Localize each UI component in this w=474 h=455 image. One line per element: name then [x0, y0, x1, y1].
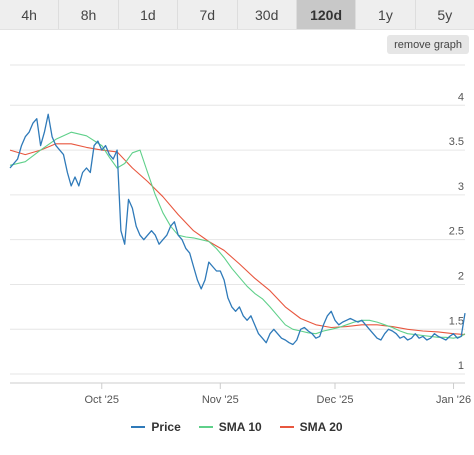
price-chart: 1 1.5 2 2.5 3 3.5 4 Oct '25 Nov '25 Dec '25 Jan '2…: [9, 64, 471, 406]
legend-label: SMA 10: [218, 420, 262, 434]
tab-label: 1y: [378, 6, 393, 23]
y-tick-label: 1: [458, 360, 464, 372]
legend-swatch: [279, 426, 294, 428]
legend-label: SMA 20: [299, 420, 343, 434]
x-tick-label: Oct '25: [85, 394, 120, 406]
timeframe-tabs: 4h 8h 1d 7d 30d 120d 1y 5y: [0, 0, 474, 30]
tab-label: 4h: [21, 6, 37, 23]
y-tick-label: 2.5: [449, 226, 464, 238]
series-line-sma-20: [9, 143, 466, 336]
tab-label: 1d: [140, 6, 156, 23]
series-line-sma-10: [9, 131, 466, 339]
x-tick-label: Nov '25: [202, 394, 239, 406]
tab-30d[interactable]: 30d: [237, 0, 297, 29]
y-tick-label: 3.5: [449, 136, 464, 148]
x-tick-label: Jan '26: [436, 394, 471, 406]
tab-5y[interactable]: 5y: [415, 0, 474, 29]
tab-8h[interactable]: 8h: [59, 0, 119, 29]
legend-item[interactable]: SMA 20: [279, 420, 343, 434]
tab-120d[interactable]: 120d: [296, 0, 357, 29]
legend-swatch: [198, 426, 213, 428]
y-tick-label: 3: [458, 181, 464, 193]
legend-item[interactable]: Price: [131, 420, 181, 434]
x-tick-label: Dec '25: [317, 394, 354, 406]
tab-label: 8h: [80, 6, 97, 23]
legend-swatch: [131, 426, 146, 428]
tab-label: 30d: [255, 6, 279, 23]
tab-label: 5y: [437, 6, 453, 23]
tab-label: 7d: [199, 6, 216, 23]
legend-item[interactable]: SMA 10: [198, 420, 262, 434]
remove-graph-button[interactable]: remove graph: [387, 35, 469, 54]
y-tick-label: 1.5: [449, 315, 464, 327]
tab-1d[interactable]: 1d: [118, 0, 179, 29]
chart-legend: Price SMA 10 SMA 20: [0, 420, 474, 434]
tab-4h[interactable]: 4h: [0, 0, 60, 29]
tab-label: 120d: [310, 6, 343, 23]
legend-label: Price: [151, 420, 181, 434]
tab-7d[interactable]: 7d: [178, 0, 238, 29]
series-line-price: [9, 113, 466, 346]
remove-graph-label: remove graph: [394, 38, 462, 51]
tab-1y[interactable]: 1y: [356, 0, 416, 29]
y-tick-label: 2: [458, 270, 464, 282]
y-tick-label: 4: [458, 91, 464, 103]
